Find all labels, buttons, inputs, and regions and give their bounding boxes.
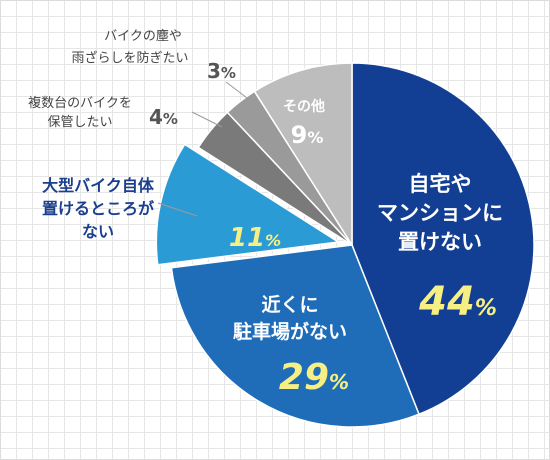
slice-label-line: 駐車場がない bbox=[233, 320, 347, 343]
leader-line-multiple-bikes bbox=[191, 111, 223, 128]
percent-value: 3 bbox=[207, 59, 221, 83]
percent-unit: % bbox=[307, 128, 323, 147]
slice-no-parking bbox=[170, 244, 420, 428]
callout-line: 置けるところが bbox=[42, 199, 154, 218]
slice-label-line: 近くに bbox=[261, 294, 318, 316]
percent-value: 29 bbox=[279, 357, 329, 398]
slice-label-other: その他 9% bbox=[283, 98, 325, 149]
percent-value: 11 bbox=[229, 223, 265, 253]
callout-line: 雨ざらしを防ぎたい bbox=[71, 50, 188, 66]
callout-line: バイクの塵や bbox=[104, 29, 182, 44]
callout-line: 複数台のバイクを bbox=[28, 95, 132, 111]
percent-unit: % bbox=[329, 370, 349, 394]
slice-percent-label: 44% bbox=[418, 279, 497, 325]
callout-rain-dust: バイクの塵や 雨ざらしを防ぎたい 3% bbox=[71, 29, 235, 83]
slice-label-line: その他 bbox=[283, 98, 325, 115]
leader-line-rain-dust bbox=[225, 81, 252, 102]
callout-line: 保管したい bbox=[47, 115, 112, 130]
percent-unit: % bbox=[475, 296, 497, 321]
callout-percent: 3% bbox=[207, 59, 236, 83]
percent-unit: % bbox=[221, 64, 236, 82]
callout-large-bike: 大型バイク自体 置けるところが ない bbox=[42, 176, 155, 241]
slice-home-mansion bbox=[351, 62, 535, 416]
percent-value: 44 bbox=[418, 279, 475, 325]
pie-slices bbox=[155, 62, 535, 428]
percent-unit: % bbox=[265, 231, 281, 250]
slice-percent-label: 29% bbox=[279, 357, 349, 398]
slice-percent-label: 11% bbox=[229, 223, 281, 253]
slice-large-bike bbox=[155, 143, 341, 266]
callout-line: ない bbox=[82, 222, 114, 241]
callout-percent: 4% bbox=[149, 105, 178, 129]
slice-label-large-bike: 11% bbox=[229, 223, 281, 253]
slice-other bbox=[253, 62, 353, 248]
slice-label-line: マンションに bbox=[377, 201, 503, 225]
leader-line-large-bike bbox=[157, 202, 198, 217]
percent-value: 9 bbox=[291, 121, 308, 149]
percent-value: 4 bbox=[149, 105, 163, 129]
callout-line: 大型バイク自体 bbox=[42, 176, 155, 195]
slice-percent-label: 9% bbox=[291, 121, 324, 149]
slice-label-no-parking: 近くに 駐車場がない 29% bbox=[233, 294, 349, 398]
slice-label-line: 自宅や bbox=[409, 172, 472, 196]
slice-label-home-mansion: 自宅や マンションに 置けない 44% bbox=[377, 172, 503, 325]
percent-unit: % bbox=[163, 110, 178, 128]
callout-lines bbox=[157, 81, 252, 217]
callout-multiple-bikes: 複数台のバイクを 保管したい 4% bbox=[28, 95, 178, 130]
slice-label-line: 置けない bbox=[398, 230, 482, 254]
